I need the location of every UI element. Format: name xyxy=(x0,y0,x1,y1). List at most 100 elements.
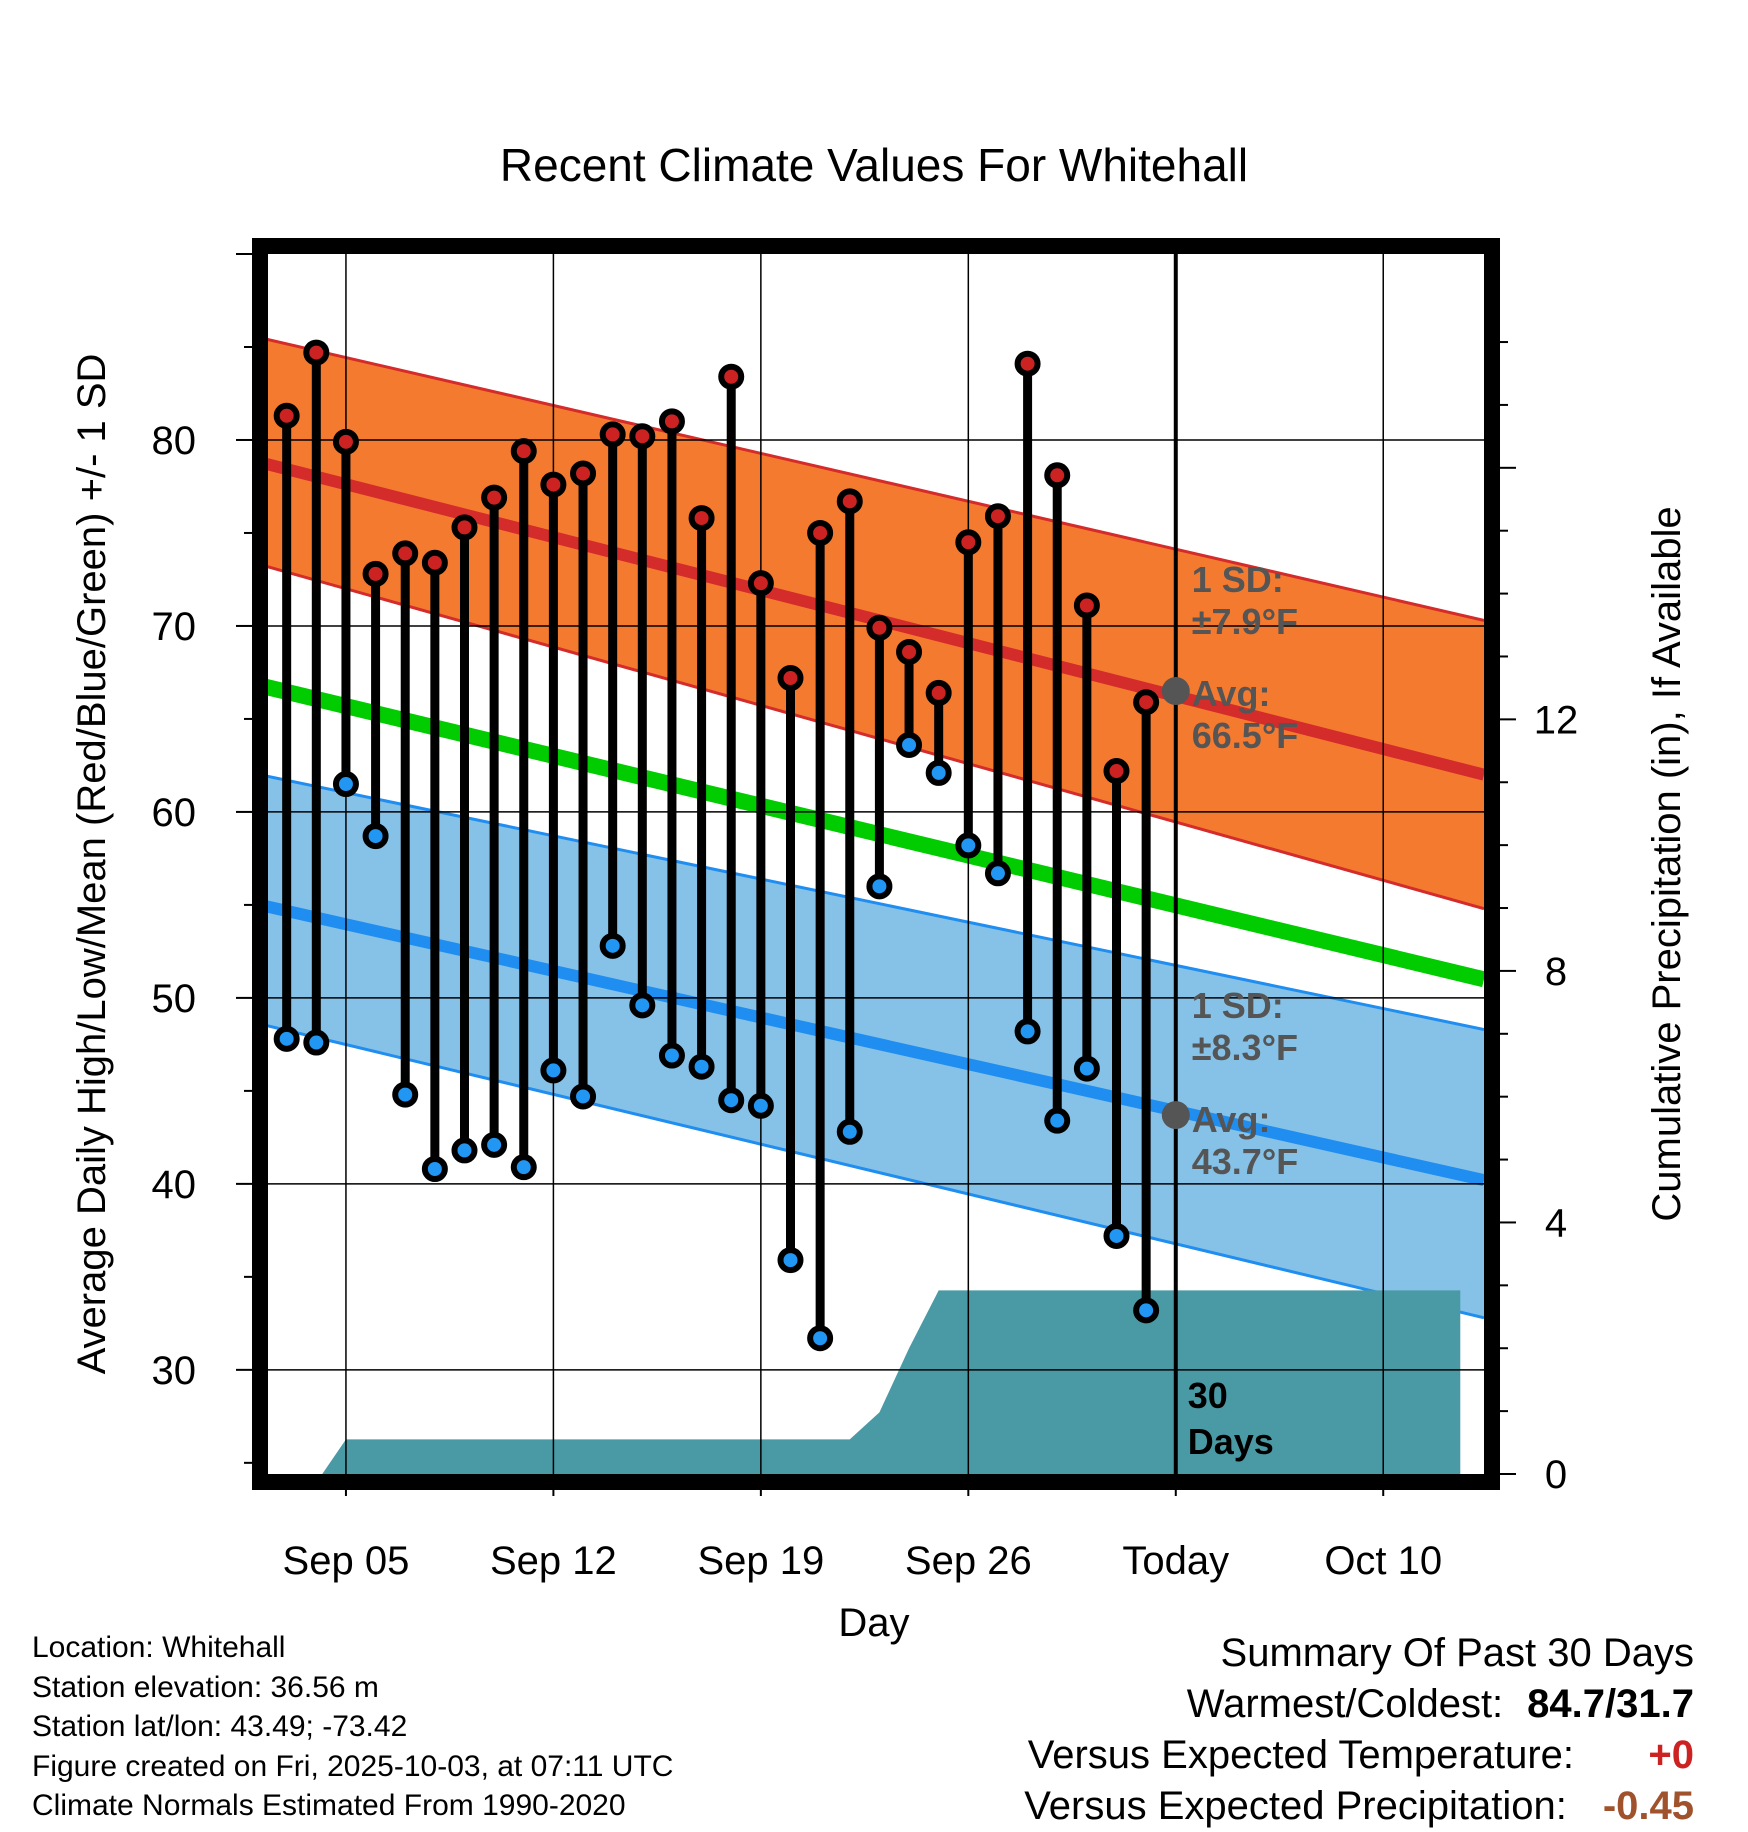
plot-frame xyxy=(252,238,1500,1490)
daily-low-marker xyxy=(718,1087,745,1114)
daily-high-marker xyxy=(421,549,448,576)
x-tick-label: Sep 05 xyxy=(283,1539,410,1583)
daily-high-marker xyxy=(451,514,478,541)
daily-low-marker xyxy=(1103,1222,1130,1249)
y2-tick-label: 12 xyxy=(1534,698,1579,742)
summary-warm-cold-label: Warmest/Coldest: xyxy=(1186,1682,1504,1726)
high-avg-value: 66.5°F xyxy=(1192,715,1298,756)
daily-low-marker xyxy=(925,759,952,786)
daily-high-marker xyxy=(392,540,419,567)
daily-high-marker xyxy=(362,560,389,587)
daily-high-marker xyxy=(1133,689,1160,716)
daily-high-marker xyxy=(303,339,330,366)
daily-low-marker xyxy=(747,1092,774,1119)
daily-high-marker xyxy=(540,471,567,498)
x-tick-label: Oct 10 xyxy=(1324,1539,1442,1583)
created-text: Figure created on Fri, 2025-10-03, at 07… xyxy=(32,1749,674,1783)
daily-low-marker xyxy=(273,1025,300,1052)
daily-high-marker xyxy=(273,402,300,429)
summary-temp-label: Versus Expected Temperature: xyxy=(1027,1733,1574,1777)
high-sd-value: ±7.9°F xyxy=(1192,601,1298,642)
daily-high-marker xyxy=(836,488,863,515)
low-avg-value: 43.7°F xyxy=(1192,1141,1298,1182)
x-tick-label: Sep 26 xyxy=(905,1539,1032,1583)
daily-low-marker xyxy=(392,1081,419,1108)
today-low-avg-marker xyxy=(1161,1101,1190,1130)
daily-high-marker xyxy=(510,438,537,465)
daily-low-marker xyxy=(807,1325,834,1352)
daily-low-marker xyxy=(599,932,626,959)
station-info: Location: Whitehall Station elevation: 3… xyxy=(32,1628,673,1826)
high-avg-label: Avg: xyxy=(1192,673,1271,714)
y2-tick-label: 4 xyxy=(1545,1201,1567,1245)
y2-axis-label: Cumulative Precipitation (in), If Availa… xyxy=(1645,506,1689,1221)
daily-low-marker xyxy=(1073,1055,1100,1082)
today-days-label: Days xyxy=(1188,1421,1274,1462)
x-tick-label: Sep 19 xyxy=(697,1539,824,1583)
x-axis-label: Day xyxy=(838,1601,909,1645)
y-tick-label: 80 xyxy=(152,419,197,463)
daily-low-marker xyxy=(1014,1018,1041,1045)
daily-high-marker xyxy=(1014,350,1041,377)
daily-high-marker xyxy=(925,679,952,706)
high-sd-band-upper-edge xyxy=(260,336,1484,622)
daily-high-marker xyxy=(332,428,359,455)
daily-high-marker xyxy=(570,460,597,487)
y-tick-label: 70 xyxy=(152,605,197,649)
daily-low-marker xyxy=(896,731,923,758)
daily-high-marker xyxy=(984,503,1011,530)
axes-layer: Sep 05 Sep 12 Sep 19 Sep 26 Today Oct 10 30 4 0 5… xyxy=(152,253,1579,1583)
normals-text: Climate Normals Estimated From 1990-2020 xyxy=(32,1789,626,1822)
daily-high-marker xyxy=(866,614,893,641)
daily-low-marker xyxy=(984,860,1011,887)
daily-low-marker xyxy=(303,1029,330,1056)
daily-low-marker xyxy=(688,1053,715,1080)
latlon-text: Station lat/lon: 43.49; -73.42 xyxy=(32,1710,408,1743)
summary-temp-row: Versus Expected Temperature: +0 xyxy=(1024,1730,1694,1781)
y2-tick-label: 0 xyxy=(1545,1453,1567,1497)
daily-high-marker xyxy=(599,421,626,448)
daily-high-marker xyxy=(1073,592,1100,619)
daily-low-marker xyxy=(836,1118,863,1145)
high-sd-label: 1 SD: xyxy=(1192,559,1284,600)
daily-low-marker xyxy=(1044,1107,1071,1134)
daily-low-marker xyxy=(451,1137,478,1164)
daily-low-marker xyxy=(362,823,389,850)
daily-high-marker xyxy=(955,529,982,556)
y-tick-label: 30 xyxy=(152,1349,197,1393)
y-tick-label: 50 xyxy=(152,977,197,1021)
daily-low-marker xyxy=(955,832,982,859)
daily-low-marker xyxy=(421,1156,448,1182)
daily-low-marker xyxy=(866,873,893,900)
daily-low-marker xyxy=(1133,1297,1160,1324)
daily-high-marker xyxy=(481,484,508,511)
summary-warm-cold-value: 84.7/31.7 xyxy=(1527,1682,1694,1726)
precip-layer xyxy=(322,1290,1461,1474)
daily-low-marker xyxy=(658,1042,685,1069)
low-avg-label: Avg: xyxy=(1192,1099,1271,1140)
low-sd-label: 1 SD: xyxy=(1192,985,1284,1026)
daily-high-marker xyxy=(807,519,834,546)
daily-low-marker xyxy=(777,1247,804,1274)
summary-precip-row: Versus Expected Precipitation: -0.45 xyxy=(1024,1781,1694,1832)
summary-panel: Summary Of Past 30 Days Warmest/Coldest:… xyxy=(1024,1628,1694,1832)
summary-warm-cold-row: Warmest/Coldest: 84.7/31.7 xyxy=(1024,1679,1694,1730)
daily-high-marker xyxy=(777,665,804,692)
y-axis-label: Average Daily High/Low/Mean (Red/Blue/Gr… xyxy=(70,354,114,1375)
y2-tick-label: 8 xyxy=(1545,950,1567,994)
x-tick-label: Sep 12 xyxy=(490,1539,617,1583)
daily-low-marker xyxy=(332,771,359,798)
daily-low-marker xyxy=(629,992,656,1019)
daily-low-marker xyxy=(570,1083,597,1110)
low-sd-value: ±8.3°F xyxy=(1192,1027,1298,1068)
daily-high-marker xyxy=(896,638,923,665)
daily-high-marker xyxy=(658,408,685,435)
today-layer: 30 Days xyxy=(1173,254,1274,1474)
daily-high-marker xyxy=(1044,462,1071,489)
x-tick-label: Today xyxy=(1122,1539,1229,1583)
today-days-label: 30 xyxy=(1188,1375,1228,1416)
daily-high-marker xyxy=(629,423,656,450)
daily-low-marker xyxy=(481,1131,508,1158)
